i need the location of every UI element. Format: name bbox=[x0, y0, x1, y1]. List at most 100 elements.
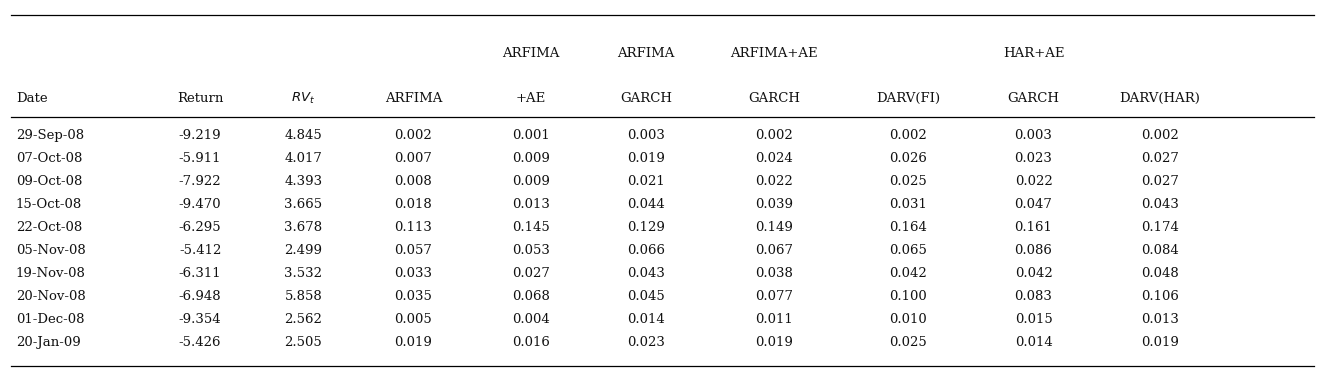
Text: ARFIMA+AE: ARFIMA+AE bbox=[730, 48, 818, 60]
Text: GARCH: GARCH bbox=[747, 92, 800, 105]
Text: 0.129: 0.129 bbox=[627, 221, 665, 234]
Text: 0.031: 0.031 bbox=[889, 198, 927, 211]
Text: +AE: +AE bbox=[515, 92, 546, 105]
Text: 2.499: 2.499 bbox=[285, 244, 322, 257]
Text: 0.027: 0.027 bbox=[511, 267, 550, 280]
Text: 0.022: 0.022 bbox=[1015, 175, 1052, 188]
Text: 0.044: 0.044 bbox=[627, 198, 665, 211]
Text: 22-Oct-08: 22-Oct-08 bbox=[16, 221, 82, 234]
Text: 0.023: 0.023 bbox=[1015, 152, 1052, 165]
Text: 0.106: 0.106 bbox=[1141, 291, 1179, 303]
Text: 0.019: 0.019 bbox=[395, 337, 432, 349]
Text: 0.016: 0.016 bbox=[511, 337, 550, 349]
Text: 0.161: 0.161 bbox=[1015, 221, 1052, 234]
Text: 0.019: 0.019 bbox=[1141, 337, 1179, 349]
Text: 0.014: 0.014 bbox=[1015, 337, 1052, 349]
Text: 0.004: 0.004 bbox=[511, 314, 550, 326]
Text: 0.043: 0.043 bbox=[627, 267, 665, 280]
Text: 3.678: 3.678 bbox=[285, 221, 322, 234]
Text: 0.067: 0.067 bbox=[755, 244, 792, 257]
Text: 0.001: 0.001 bbox=[511, 129, 550, 142]
Text: 0.065: 0.065 bbox=[889, 244, 927, 257]
Text: 0.039: 0.039 bbox=[755, 198, 792, 211]
Text: 0.035: 0.035 bbox=[395, 291, 432, 303]
Text: 0.084: 0.084 bbox=[1141, 244, 1179, 257]
Text: -6.948: -6.948 bbox=[179, 291, 221, 303]
Text: 0.014: 0.014 bbox=[627, 314, 665, 326]
Text: 0.045: 0.045 bbox=[627, 291, 665, 303]
Text: HAR+AE: HAR+AE bbox=[1003, 48, 1064, 60]
Text: 0.077: 0.077 bbox=[755, 291, 792, 303]
Text: -9.470: -9.470 bbox=[179, 198, 221, 211]
Text: GARCH: GARCH bbox=[1007, 92, 1060, 105]
Text: 0.015: 0.015 bbox=[1015, 314, 1052, 326]
Text: 0.042: 0.042 bbox=[1015, 267, 1052, 280]
Text: 0.086: 0.086 bbox=[1015, 244, 1052, 257]
Text: 15-Oct-08: 15-Oct-08 bbox=[16, 198, 82, 211]
Text: 19-Nov-08: 19-Nov-08 bbox=[16, 267, 86, 280]
Text: 0.027: 0.027 bbox=[1141, 175, 1179, 188]
Text: 0.021: 0.021 bbox=[627, 175, 665, 188]
Text: 0.009: 0.009 bbox=[511, 152, 550, 165]
Text: 0.149: 0.149 bbox=[755, 221, 792, 234]
Text: 0.057: 0.057 bbox=[395, 244, 432, 257]
Text: 0.013: 0.013 bbox=[1141, 314, 1179, 326]
Text: 0.019: 0.019 bbox=[755, 337, 792, 349]
Text: 29-Sep-08: 29-Sep-08 bbox=[16, 129, 83, 142]
Text: ARFIMA: ARFIMA bbox=[617, 48, 674, 60]
Text: 0.013: 0.013 bbox=[511, 198, 550, 211]
Text: DARV(HAR): DARV(HAR) bbox=[1120, 92, 1200, 105]
Text: 0.010: 0.010 bbox=[889, 314, 927, 326]
Text: 0.083: 0.083 bbox=[1015, 291, 1052, 303]
Text: 0.005: 0.005 bbox=[395, 314, 432, 326]
Text: 0.100: 0.100 bbox=[889, 291, 927, 303]
Text: 0.113: 0.113 bbox=[395, 221, 432, 234]
Text: 0.048: 0.048 bbox=[1141, 267, 1179, 280]
Text: 2.562: 2.562 bbox=[285, 314, 322, 326]
Text: $RV_t$: $RV_t$ bbox=[292, 91, 315, 106]
Text: 4.017: 4.017 bbox=[285, 152, 322, 165]
Text: 0.027: 0.027 bbox=[1141, 152, 1179, 165]
Text: 0.025: 0.025 bbox=[889, 337, 927, 349]
Text: 0.042: 0.042 bbox=[889, 267, 927, 280]
Text: 0.008: 0.008 bbox=[395, 175, 432, 188]
Text: 0.019: 0.019 bbox=[627, 152, 665, 165]
Text: 09-Oct-08: 09-Oct-08 bbox=[16, 175, 82, 188]
Text: 20-Nov-08: 20-Nov-08 bbox=[16, 291, 86, 303]
Text: 0.053: 0.053 bbox=[511, 244, 550, 257]
Text: 0.018: 0.018 bbox=[395, 198, 432, 211]
Text: 0.047: 0.047 bbox=[1015, 198, 1052, 211]
Text: 2.505: 2.505 bbox=[285, 337, 322, 349]
Text: 0.023: 0.023 bbox=[627, 337, 665, 349]
Text: DARV(FI): DARV(FI) bbox=[876, 92, 941, 105]
Text: -5.426: -5.426 bbox=[179, 337, 221, 349]
Text: 0.033: 0.033 bbox=[395, 267, 432, 280]
Text: 4.393: 4.393 bbox=[285, 175, 322, 188]
Text: 0.174: 0.174 bbox=[1141, 221, 1179, 234]
Text: Date: Date bbox=[16, 92, 48, 105]
Text: Return: Return bbox=[176, 92, 223, 105]
Text: -5.412: -5.412 bbox=[179, 244, 221, 257]
Text: 5.858: 5.858 bbox=[285, 291, 322, 303]
Text: ARFIMA: ARFIMA bbox=[384, 92, 443, 105]
Text: 0.002: 0.002 bbox=[395, 129, 432, 142]
Text: 0.007: 0.007 bbox=[395, 152, 432, 165]
Text: 0.011: 0.011 bbox=[755, 314, 792, 326]
Text: 3.532: 3.532 bbox=[285, 267, 322, 280]
Text: 0.024: 0.024 bbox=[755, 152, 792, 165]
Text: 07-Oct-08: 07-Oct-08 bbox=[16, 152, 82, 165]
Text: 0.038: 0.038 bbox=[755, 267, 792, 280]
Text: 0.003: 0.003 bbox=[627, 129, 665, 142]
Text: GARCH: GARCH bbox=[620, 92, 672, 105]
Text: 0.068: 0.068 bbox=[511, 291, 550, 303]
Text: -7.922: -7.922 bbox=[179, 175, 221, 188]
Text: -6.311: -6.311 bbox=[179, 267, 221, 280]
Text: 3.665: 3.665 bbox=[285, 198, 322, 211]
Text: 0.022: 0.022 bbox=[755, 175, 792, 188]
Text: 0.026: 0.026 bbox=[889, 152, 927, 165]
Text: 20-Jan-09: 20-Jan-09 bbox=[16, 337, 81, 349]
Text: 0.002: 0.002 bbox=[889, 129, 927, 142]
Text: 0.043: 0.043 bbox=[1141, 198, 1179, 211]
Text: 0.145: 0.145 bbox=[511, 221, 550, 234]
Text: 4.845: 4.845 bbox=[285, 129, 322, 142]
